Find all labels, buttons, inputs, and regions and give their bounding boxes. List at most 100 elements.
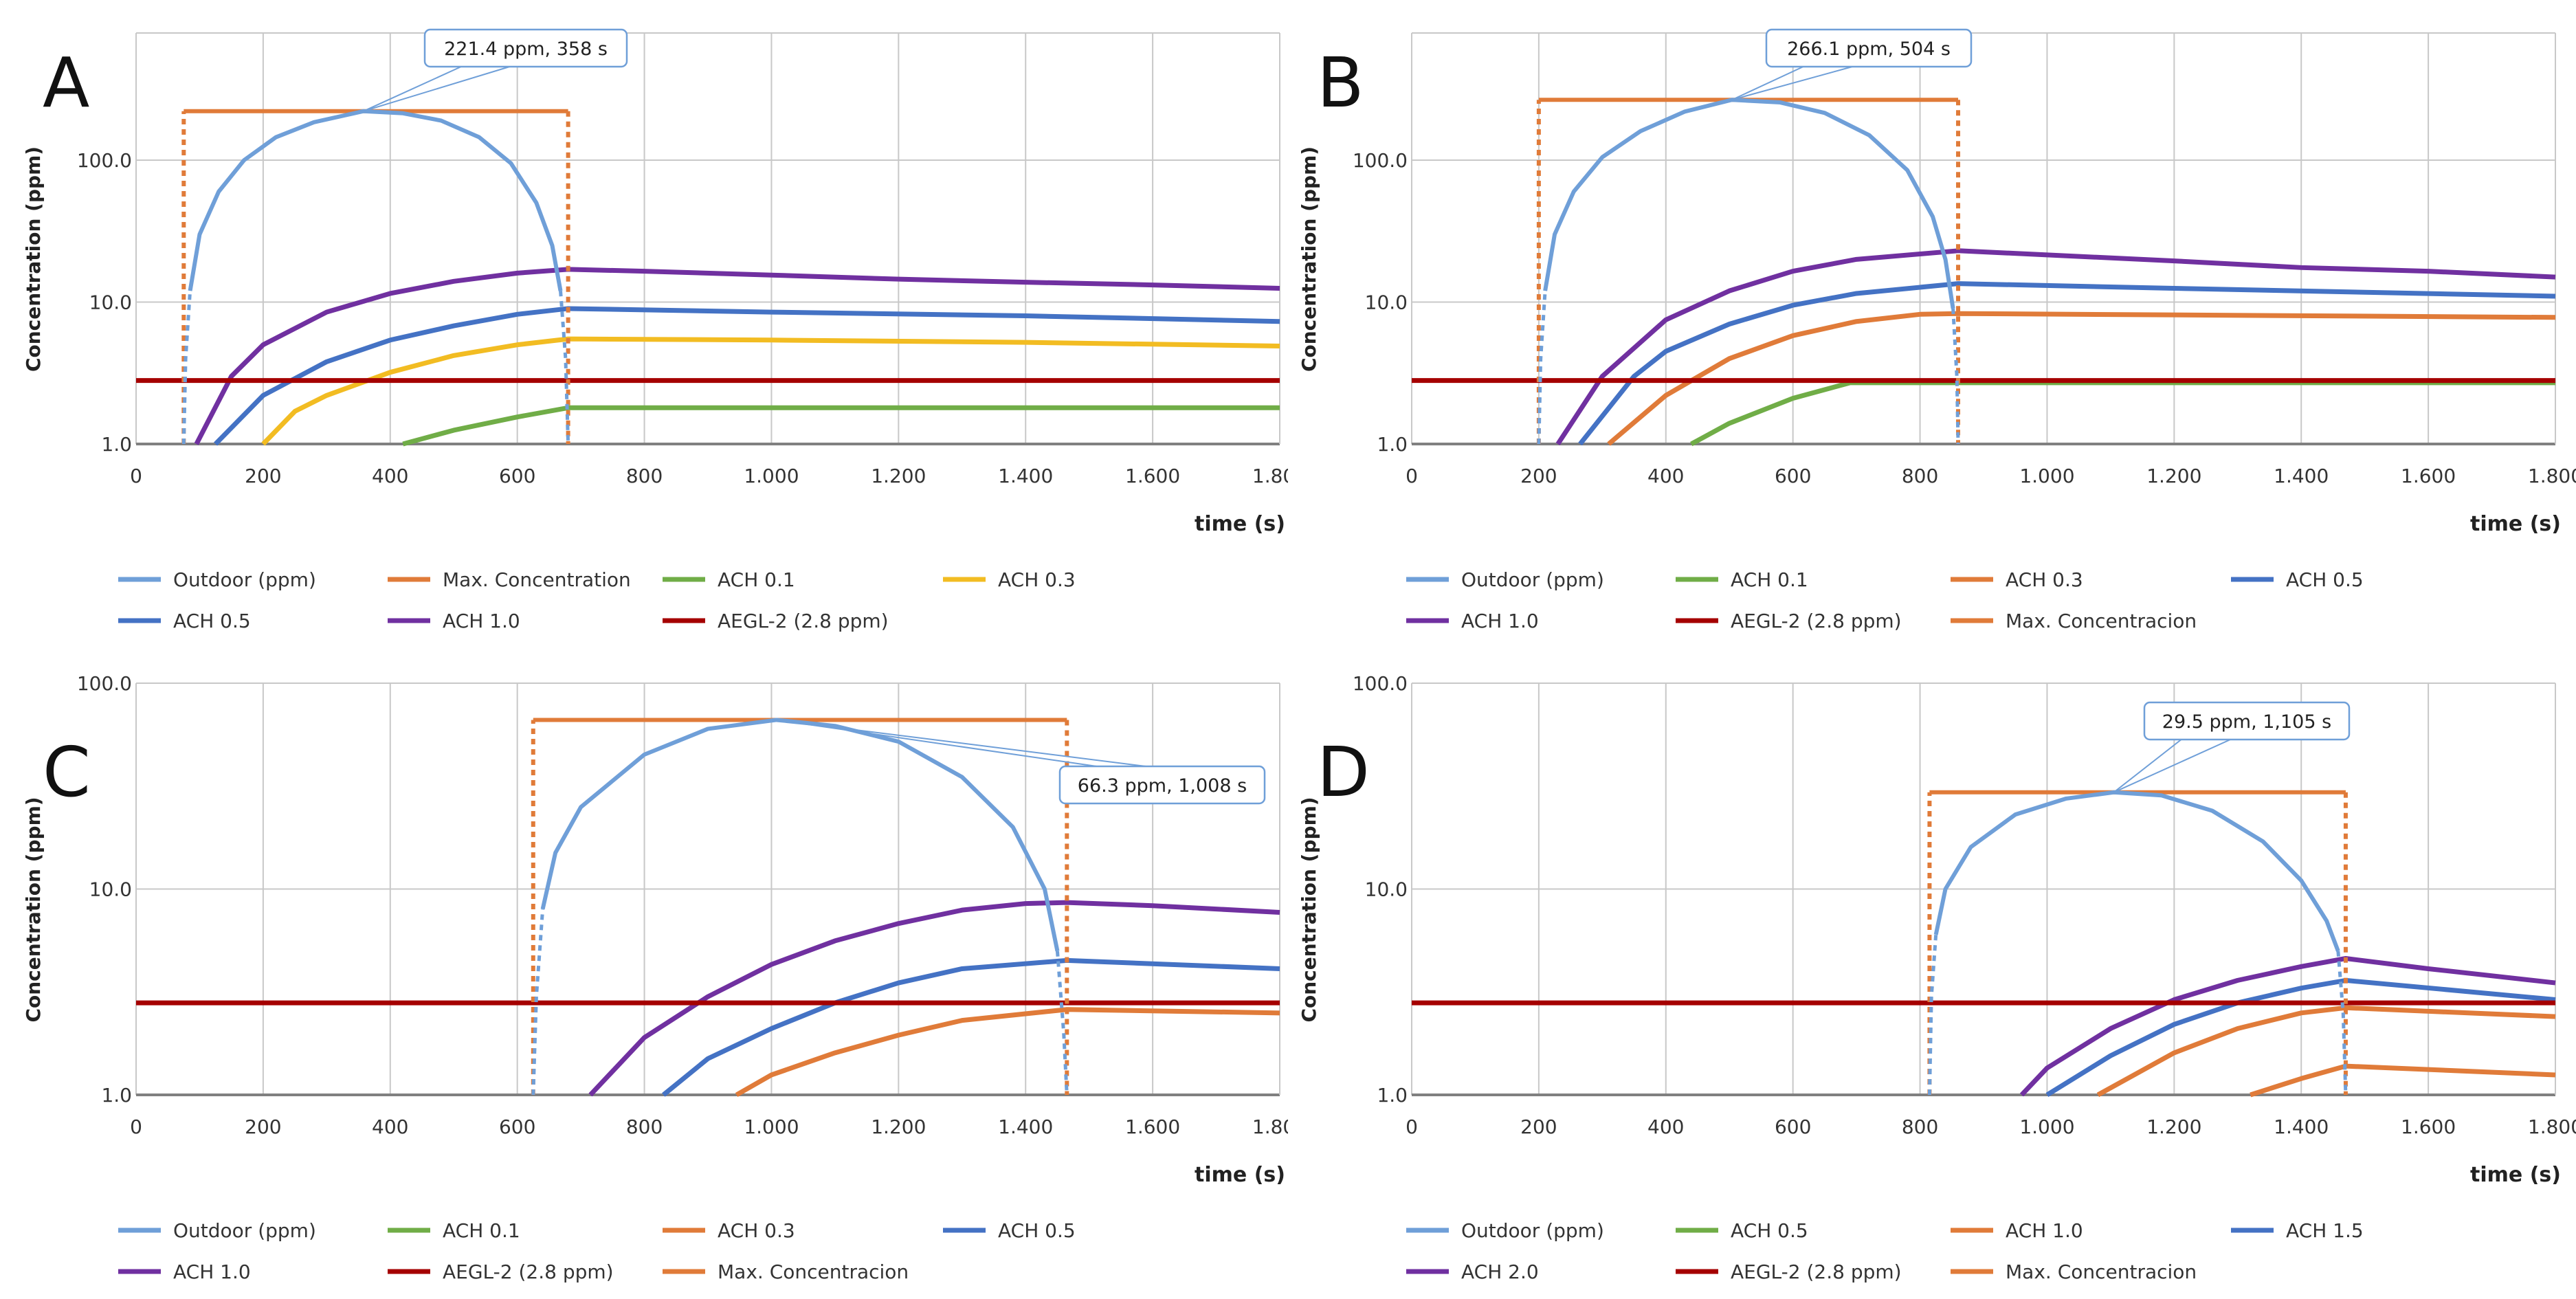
x-axis-label: time (s) bbox=[1195, 1163, 1285, 1187]
series-ach-0-1 bbox=[1691, 383, 2555, 444]
x-tick-label: 400 bbox=[372, 465, 408, 487]
legend-label: AEGL-2 (2.8 ppm) bbox=[718, 610, 889, 632]
x-tick-label: 1.000 bbox=[744, 1115, 799, 1138]
x-tick-label: 1.000 bbox=[744, 465, 799, 487]
legend-label: AEGL-2 (2.8 ppm) bbox=[1731, 1261, 1902, 1283]
x-tick-label: 200 bbox=[245, 1115, 281, 1138]
x-tick-label: 600 bbox=[1775, 465, 1811, 487]
y-tick-label: 1.0 bbox=[1377, 1084, 1408, 1107]
panel-letter: B bbox=[1317, 43, 1364, 123]
legend-label: ACH 0.5 bbox=[998, 1219, 1076, 1242]
x-axis-label: time (s) bbox=[1195, 512, 1285, 536]
series-ach-2-0 bbox=[2021, 959, 2555, 1095]
legend-label: ACH 2.0 bbox=[1461, 1261, 1539, 1283]
x-tick-label: 1.600 bbox=[1125, 1115, 1180, 1138]
panel-letter: C bbox=[43, 732, 91, 812]
legend-label: Max. Concentration bbox=[443, 568, 631, 591]
x-tick-label: 1.600 bbox=[2401, 465, 2456, 487]
legend-label: ACH 1.5 bbox=[2286, 1219, 2364, 1242]
legend-label: Outdoor (ppm) bbox=[173, 1219, 316, 1242]
legend-label: ACH 0.3 bbox=[998, 568, 1076, 591]
y-tick-label: 1.0 bbox=[1377, 433, 1408, 456]
panel-a: 02004006008001.0001.2001.4001.6001.8001.… bbox=[0, 0, 1288, 648]
legend-label: Outdoor (ppm) bbox=[1461, 568, 1604, 591]
chart-a: 02004006008001.0001.2001.4001.6001.8001.… bbox=[0, 0, 1288, 648]
legend-label: Outdoor (ppm) bbox=[173, 568, 316, 591]
legend-label: Max. Concentracion bbox=[2006, 610, 2197, 632]
legend-label: ACH 0.3 bbox=[2006, 568, 2083, 591]
series-ach-1-0 bbox=[590, 902, 1280, 1095]
y-tick-label: 100.0 bbox=[77, 672, 132, 695]
x-tick-label: 600 bbox=[499, 465, 535, 487]
series-ach-0-5 bbox=[663, 960, 1280, 1095]
legend-label: ACH 1.0 bbox=[443, 610, 520, 632]
legend-label: Max. Concentracion bbox=[2006, 1261, 2197, 1283]
y-tick-label: 10.0 bbox=[89, 291, 132, 314]
x-tick-label: 1.800 bbox=[2528, 465, 2576, 487]
y-axis-label: Concentration (ppm) bbox=[1298, 146, 1320, 372]
x-tick-label: 800 bbox=[626, 1115, 663, 1138]
legend-label: Outdoor (ppm) bbox=[1461, 1219, 1604, 1242]
x-tick-label: 800 bbox=[1902, 465, 1938, 487]
legend-label: ACH 1.0 bbox=[2006, 1219, 2083, 1242]
series-ach-1-0 bbox=[2098, 1008, 2555, 1095]
x-tick-label: 1.800 bbox=[1252, 465, 1288, 487]
x-tick-label: 1.800 bbox=[1252, 1115, 1288, 1138]
legend-label: ACH 0.1 bbox=[718, 568, 795, 591]
annotation-label: 221.4 ppm, 358 s bbox=[444, 38, 608, 60]
x-tick-label: 800 bbox=[626, 465, 663, 487]
legend-label: ACH 1.0 bbox=[1461, 610, 1539, 632]
y-tick-label: 100.0 bbox=[1353, 149, 1408, 172]
x-tick-label: 400 bbox=[372, 1115, 408, 1138]
legend-label: ACH 0.1 bbox=[443, 1219, 520, 1242]
series-ach-1-0 bbox=[197, 269, 1280, 444]
x-tick-label: 1.200 bbox=[871, 465, 926, 487]
series-ach-1-0 bbox=[1558, 251, 2555, 444]
y-tick-label: 10.0 bbox=[1365, 291, 1408, 314]
y-tick-label: 10.0 bbox=[89, 878, 132, 901]
annotation-pointer bbox=[777, 720, 1146, 766]
legend-label: ACH 0.5 bbox=[2286, 568, 2364, 591]
chart-b: 02004006008001.0001.2001.4001.6001.8001.… bbox=[1288, 0, 2576, 648]
x-tick-label: 1.400 bbox=[2274, 465, 2329, 487]
annotation-label: 266.1 ppm, 504 s bbox=[1787, 38, 1951, 60]
annotation-pointer bbox=[777, 720, 1097, 766]
y-tick-label: 10.0 bbox=[1365, 878, 1408, 901]
series-outdoor-ppm bbox=[543, 720, 1058, 951]
series-outdoor-ppm bbox=[1545, 100, 1953, 309]
panel-b: 02004006008001.0001.2001.4001.6001.8001.… bbox=[1288, 0, 2576, 648]
annotation-label: 66.3 ppm, 1,008 s bbox=[1078, 775, 1247, 797]
panel-letter: A bbox=[43, 43, 89, 123]
panel-letter: D bbox=[1317, 732, 1370, 812]
y-axis-label: Concentration (ppm) bbox=[1298, 797, 1320, 1022]
chart-d: 02004006008001.0001.2001.4001.6001.8001.… bbox=[1288, 648, 2576, 1296]
chart-c: 02004006008001.0001.2001.4001.6001.8001.… bbox=[0, 648, 1288, 1296]
annotation-pointer bbox=[364, 67, 461, 111]
x-tick-label: 0 bbox=[1406, 1115, 1418, 1138]
series-outdoor-ppm bbox=[190, 111, 561, 291]
legend-label: ACH 0.3 bbox=[718, 1219, 795, 1242]
x-tick-label: 200 bbox=[1520, 465, 1557, 487]
x-tick-label: 1.400 bbox=[2274, 1115, 2329, 1138]
x-tick-label: 400 bbox=[1647, 1115, 1684, 1138]
y-axis-label: Concentration (ppm) bbox=[22, 146, 45, 372]
x-tick-label: 600 bbox=[499, 1115, 535, 1138]
annotation-pointer bbox=[364, 67, 510, 111]
annotation-label: 29.5 ppm, 1,105 s bbox=[2162, 711, 2331, 733]
x-tick-label: 1.600 bbox=[1125, 465, 1180, 487]
series-outdoor-ppm-dotted-start bbox=[184, 291, 190, 444]
x-tick-label: 200 bbox=[1520, 1115, 1557, 1138]
series-outdoor-ppm-dotted-start bbox=[1539, 291, 1545, 444]
x-tick-label: 1.400 bbox=[998, 1115, 1053, 1138]
x-tick-label: 0 bbox=[1406, 465, 1418, 487]
y-axis-label: Concentration (ppm) bbox=[22, 797, 45, 1022]
x-axis-label: time (s) bbox=[2470, 1163, 2561, 1187]
x-tick-label: 800 bbox=[1902, 1115, 1938, 1138]
legend-label: ACH 0.5 bbox=[173, 610, 251, 632]
series-ach-0-5 bbox=[2250, 1066, 2555, 1095]
legend-label: ACH 0.1 bbox=[1731, 568, 1808, 591]
x-tick-label: 1.200 bbox=[871, 1115, 926, 1138]
x-tick-label: 1.400 bbox=[998, 465, 1053, 487]
panel-d: 02004006008001.0001.2001.4001.6001.8001.… bbox=[1288, 648, 2576, 1296]
x-tick-label: 1.000 bbox=[2019, 1115, 2074, 1138]
